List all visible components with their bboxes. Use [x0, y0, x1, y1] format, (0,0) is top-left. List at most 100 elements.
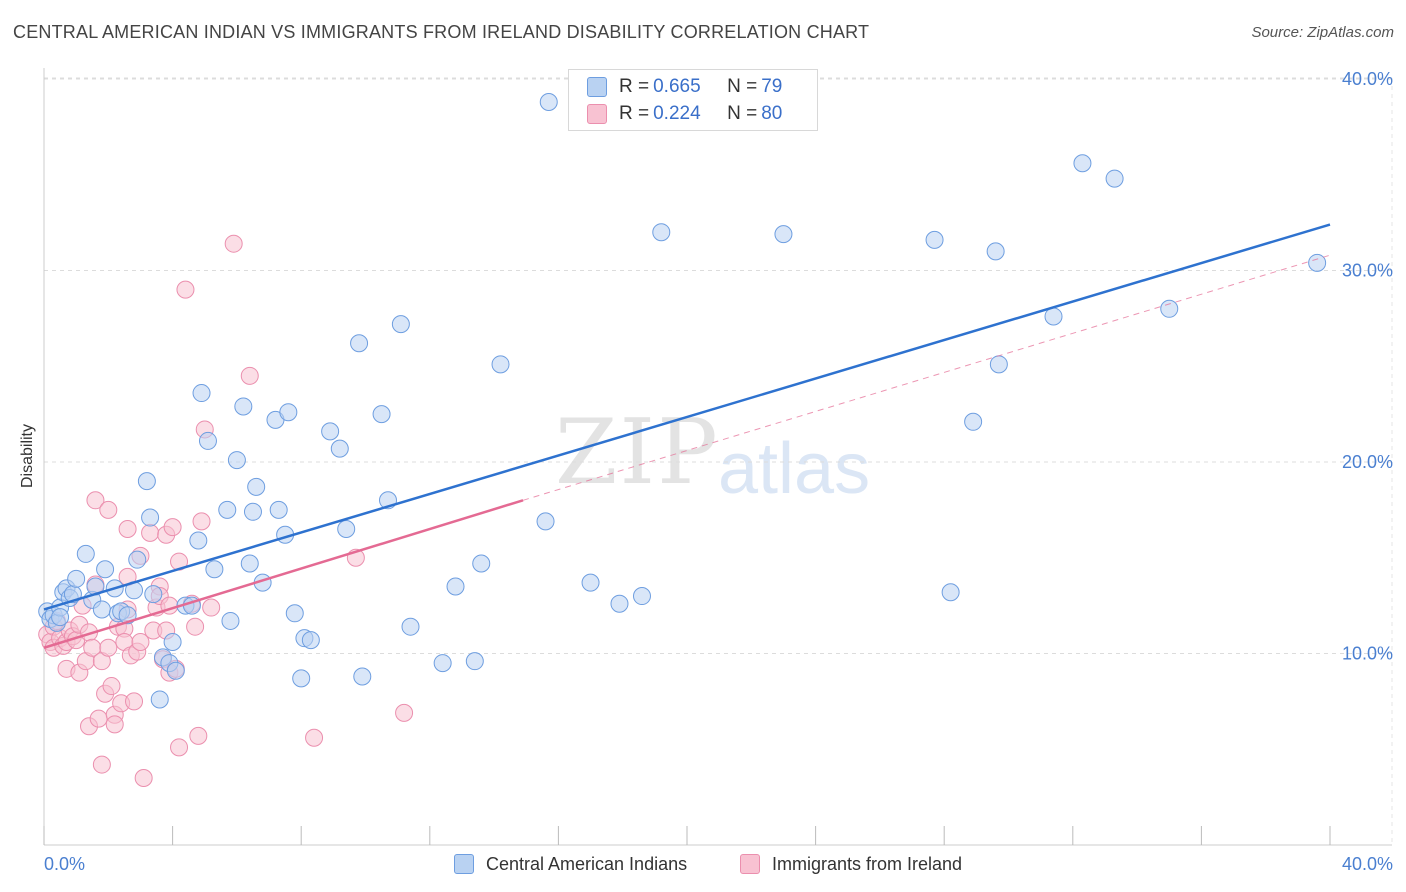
source-label: Source: ZipAtlas.com — [1251, 24, 1394, 41]
ireland-point — [192, 512, 211, 531]
central-american-point — [221, 611, 240, 630]
legend-row-central-american: R = 0.665 N = 79 — [587, 75, 786, 99]
y-tick-label: 40.0% — [1342, 69, 1393, 89]
central-american-point — [279, 403, 298, 422]
central-american-point — [581, 573, 600, 592]
central-american-point — [92, 600, 111, 619]
series-central-american-points — [38, 92, 1327, 709]
ireland-point — [240, 366, 259, 385]
central-american-point — [234, 397, 253, 416]
ireland-point — [141, 523, 160, 542]
central-american-point — [372, 405, 391, 424]
central-american-point — [205, 560, 224, 579]
central-american-trend-line — [43, 223, 1331, 611]
legend-n-label: N = — [727, 103, 758, 124]
central-american-point — [539, 92, 558, 111]
central-american-point — [989, 355, 1008, 374]
central-american-point — [925, 230, 944, 249]
ireland-point — [202, 598, 221, 617]
central-american-point — [1044, 307, 1063, 326]
legend-r-label: R = — [619, 103, 650, 124]
central-american-point — [150, 690, 169, 709]
ireland-point — [105, 715, 124, 734]
central-american-point — [218, 500, 237, 519]
ireland-point — [186, 617, 205, 636]
central-american-point — [446, 577, 465, 596]
stats-legend: R = 0.665 N = 79 R = 0.224 N = 80 — [568, 69, 818, 131]
ireland-point — [163, 518, 182, 537]
ireland-point — [99, 638, 118, 657]
central-american-point — [401, 617, 420, 636]
central-american-point — [51, 608, 70, 627]
tick-labels: 10.0% 20.0% 30.0% 40.0% 0.0% 40.0% — [44, 69, 1393, 874]
ireland-point — [86, 491, 105, 510]
central-american-point — [353, 667, 372, 686]
y-tick-label: 30.0% — [1342, 261, 1393, 281]
y-tick-label: 10.0% — [1342, 644, 1393, 664]
central-american-point — [285, 604, 304, 623]
central-american-point — [198, 431, 217, 450]
central-american-point — [192, 384, 211, 403]
ireland-point — [92, 755, 111, 774]
central-american-point — [137, 472, 156, 491]
central-american-point — [391, 315, 410, 334]
bottom-legend-ireland: Immigrants from Ireland — [740, 852, 962, 876]
central-american-point — [433, 654, 452, 673]
grid-lines — [44, 77, 1393, 845]
ireland-point — [99, 500, 118, 519]
central-american-point — [227, 451, 246, 470]
ireland-point — [89, 709, 108, 728]
central-american-point — [632, 587, 651, 606]
central-american-point — [472, 554, 491, 573]
central-american-point — [141, 508, 160, 527]
central-american-point — [269, 500, 288, 519]
legend-r-value: 0.224 — [653, 103, 701, 124]
legend-swatch-blue — [587, 77, 607, 97]
central-american-point — [247, 477, 266, 496]
bottom-legend-label: Immigrants from Ireland — [772, 853, 963, 874]
ireland-point — [176, 280, 195, 299]
central-american-point — [163, 633, 182, 652]
central-american-point — [144, 585, 163, 604]
ireland-point — [189, 726, 208, 745]
ireland-point — [131, 633, 150, 652]
ireland-point — [125, 692, 144, 711]
central-american-point — [243, 502, 262, 521]
x-tick-label-max: 40.0% — [1342, 854, 1393, 874]
central-american-point — [652, 223, 671, 242]
legend-n-value: 80 — [761, 103, 783, 124]
central-american-point — [301, 631, 320, 650]
central-american-point — [96, 560, 115, 579]
ireland-trend-line — [43, 499, 524, 649]
ireland-point — [134, 768, 153, 787]
central-american-point — [128, 550, 147, 569]
central-american-point — [774, 225, 793, 244]
legend-swatch-pink — [587, 104, 607, 124]
bottom-legend-central-american: Central American Indians — [454, 852, 687, 876]
ireland-point — [305, 728, 324, 747]
central-american-point — [465, 652, 484, 671]
central-american-point — [76, 544, 95, 563]
central-american-point — [610, 594, 629, 613]
bottom-legend-swatch-blue — [454, 854, 474, 874]
watermark-zip: ZIP — [555, 400, 720, 505]
trend-lines — [43, 223, 1331, 649]
central-american-point — [1073, 154, 1092, 173]
ireland-point — [170, 738, 189, 757]
legend-n-label: N = — [727, 76, 758, 97]
bottom-legend-label: Central American Indians — [486, 853, 688, 874]
y-tick-label: 20.0% — [1342, 452, 1393, 472]
central-american-point — [67, 569, 86, 588]
central-american-point — [337, 520, 356, 539]
central-american-point — [350, 334, 369, 353]
central-american-point — [964, 412, 983, 431]
ireland-trend-extension — [522, 254, 1331, 501]
legend-row-ireland: R = 0.224 N = 80 — [587, 102, 786, 126]
central-american-point — [189, 531, 208, 550]
ireland-point — [118, 520, 137, 539]
ireland-point — [102, 677, 121, 696]
central-american-point — [1160, 299, 1179, 318]
central-american-point — [292, 669, 311, 688]
bottom-legend-swatch-pink — [740, 854, 760, 874]
